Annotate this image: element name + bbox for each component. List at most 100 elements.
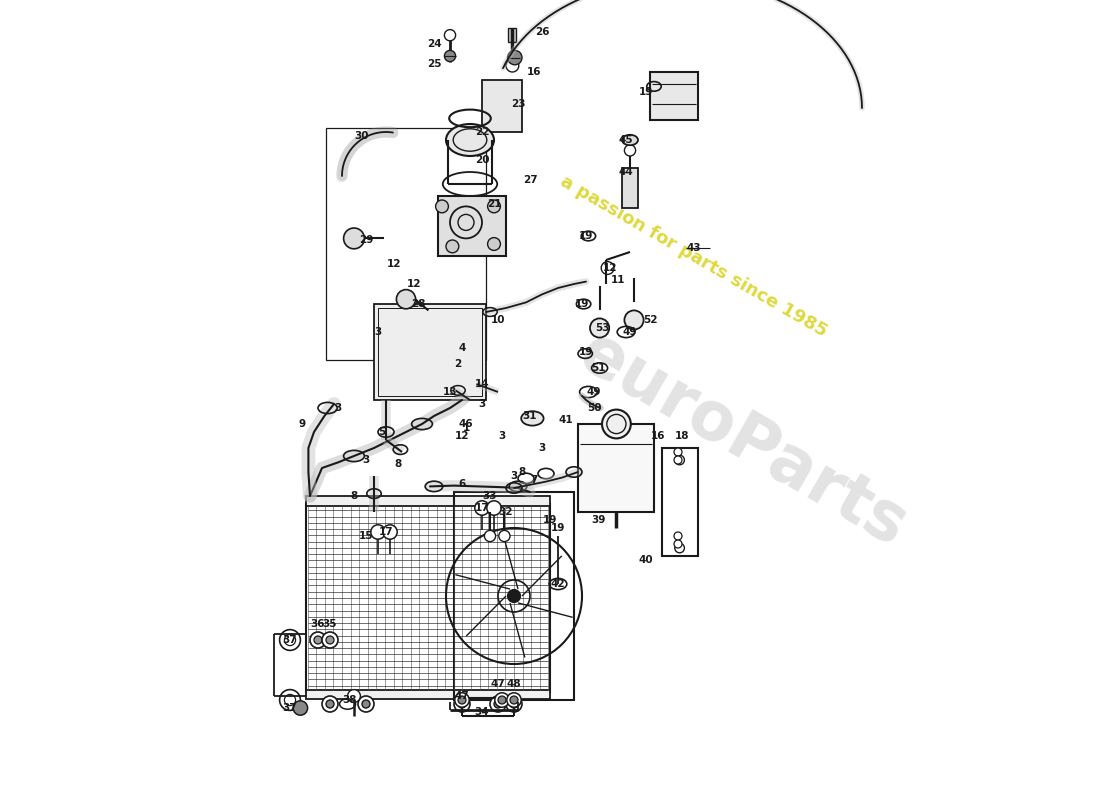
Circle shape (674, 532, 682, 540)
Circle shape (444, 50, 455, 62)
Text: 39: 39 (591, 515, 605, 525)
Circle shape (444, 30, 455, 41)
Text: 23: 23 (510, 99, 526, 109)
Circle shape (602, 410, 630, 438)
Bar (306, 496, 550, 506)
Text: 53: 53 (595, 323, 609, 333)
Bar (306, 690, 550, 699)
Circle shape (314, 636, 322, 644)
Text: 34: 34 (475, 707, 490, 717)
Circle shape (487, 238, 500, 250)
Text: 4: 4 (459, 343, 465, 353)
Text: 29: 29 (359, 235, 373, 245)
Text: 47: 47 (491, 679, 505, 689)
Text: 51: 51 (591, 363, 605, 373)
Circle shape (326, 700, 334, 708)
Text: 3: 3 (538, 443, 546, 453)
Circle shape (458, 696, 466, 704)
Text: 48: 48 (507, 679, 521, 689)
Text: 35: 35 (322, 619, 338, 629)
Bar (508, 28, 516, 42)
Text: 7: 7 (530, 475, 538, 485)
Text: a passion for parts since 1985: a passion for parts since 1985 (558, 172, 830, 340)
Circle shape (495, 693, 509, 707)
Circle shape (510, 696, 518, 704)
Text: 24: 24 (427, 39, 441, 49)
Text: 19: 19 (579, 347, 593, 357)
Circle shape (625, 310, 644, 330)
Circle shape (348, 690, 361, 702)
Text: 8: 8 (351, 491, 358, 501)
Text: 18: 18 (674, 431, 690, 441)
Text: 3: 3 (478, 399, 485, 409)
Text: 41: 41 (559, 415, 573, 425)
Circle shape (506, 59, 519, 72)
Text: 52: 52 (642, 315, 658, 325)
Text: 32: 32 (498, 507, 514, 517)
Circle shape (322, 696, 338, 712)
Text: 27: 27 (522, 175, 537, 185)
Bar (662, 448, 698, 556)
Text: 25: 25 (427, 59, 441, 69)
Text: 3: 3 (362, 455, 370, 465)
Text: 19: 19 (551, 523, 565, 533)
Text: 5: 5 (378, 427, 386, 437)
Text: 17: 17 (378, 527, 394, 537)
Bar (326, 128, 486, 360)
Text: 42: 42 (551, 579, 565, 589)
Text: 37: 37 (283, 703, 297, 713)
Text: 19: 19 (575, 299, 590, 309)
Circle shape (494, 700, 502, 708)
Circle shape (310, 632, 326, 648)
Text: 19: 19 (542, 515, 558, 525)
Circle shape (322, 632, 338, 648)
Text: 44: 44 (618, 167, 634, 177)
Text: 38: 38 (343, 695, 358, 705)
Text: 22: 22 (475, 127, 490, 137)
Text: 8: 8 (395, 459, 402, 469)
Circle shape (358, 696, 374, 712)
Circle shape (487, 200, 500, 213)
Bar (374, 304, 486, 400)
Text: 40: 40 (639, 555, 653, 565)
Circle shape (454, 696, 470, 712)
Circle shape (436, 200, 449, 213)
Text: 28: 28 (410, 299, 426, 309)
Circle shape (510, 700, 518, 708)
Text: 26: 26 (535, 27, 549, 37)
Text: 3: 3 (374, 327, 382, 337)
Bar (650, 72, 699, 120)
Text: 14: 14 (475, 379, 490, 389)
Text: 3: 3 (510, 471, 518, 481)
Circle shape (590, 318, 609, 338)
Circle shape (383, 525, 397, 539)
Circle shape (487, 501, 502, 515)
Text: 8: 8 (518, 467, 526, 477)
Circle shape (625, 145, 636, 156)
Circle shape (458, 700, 466, 708)
Text: 17: 17 (475, 503, 490, 513)
Circle shape (454, 693, 470, 707)
Text: 3: 3 (334, 403, 342, 413)
Text: 36: 36 (310, 619, 326, 629)
Circle shape (506, 696, 522, 712)
Text: 49: 49 (586, 387, 602, 397)
Text: 13: 13 (442, 387, 458, 397)
Text: 2: 2 (454, 359, 462, 369)
Text: 12: 12 (387, 259, 402, 269)
Text: 43: 43 (686, 243, 702, 253)
Circle shape (484, 530, 496, 542)
Circle shape (446, 240, 459, 253)
Bar (578, 424, 654, 512)
Circle shape (498, 696, 506, 704)
Text: 31: 31 (522, 411, 537, 421)
Bar (482, 80, 522, 132)
Text: 9: 9 (298, 419, 306, 429)
Text: euroParts: euroParts (566, 319, 917, 561)
Circle shape (507, 693, 521, 707)
Circle shape (507, 50, 522, 65)
Circle shape (371, 525, 385, 539)
Circle shape (362, 700, 370, 708)
Ellipse shape (521, 411, 543, 426)
Text: 37: 37 (283, 635, 297, 645)
